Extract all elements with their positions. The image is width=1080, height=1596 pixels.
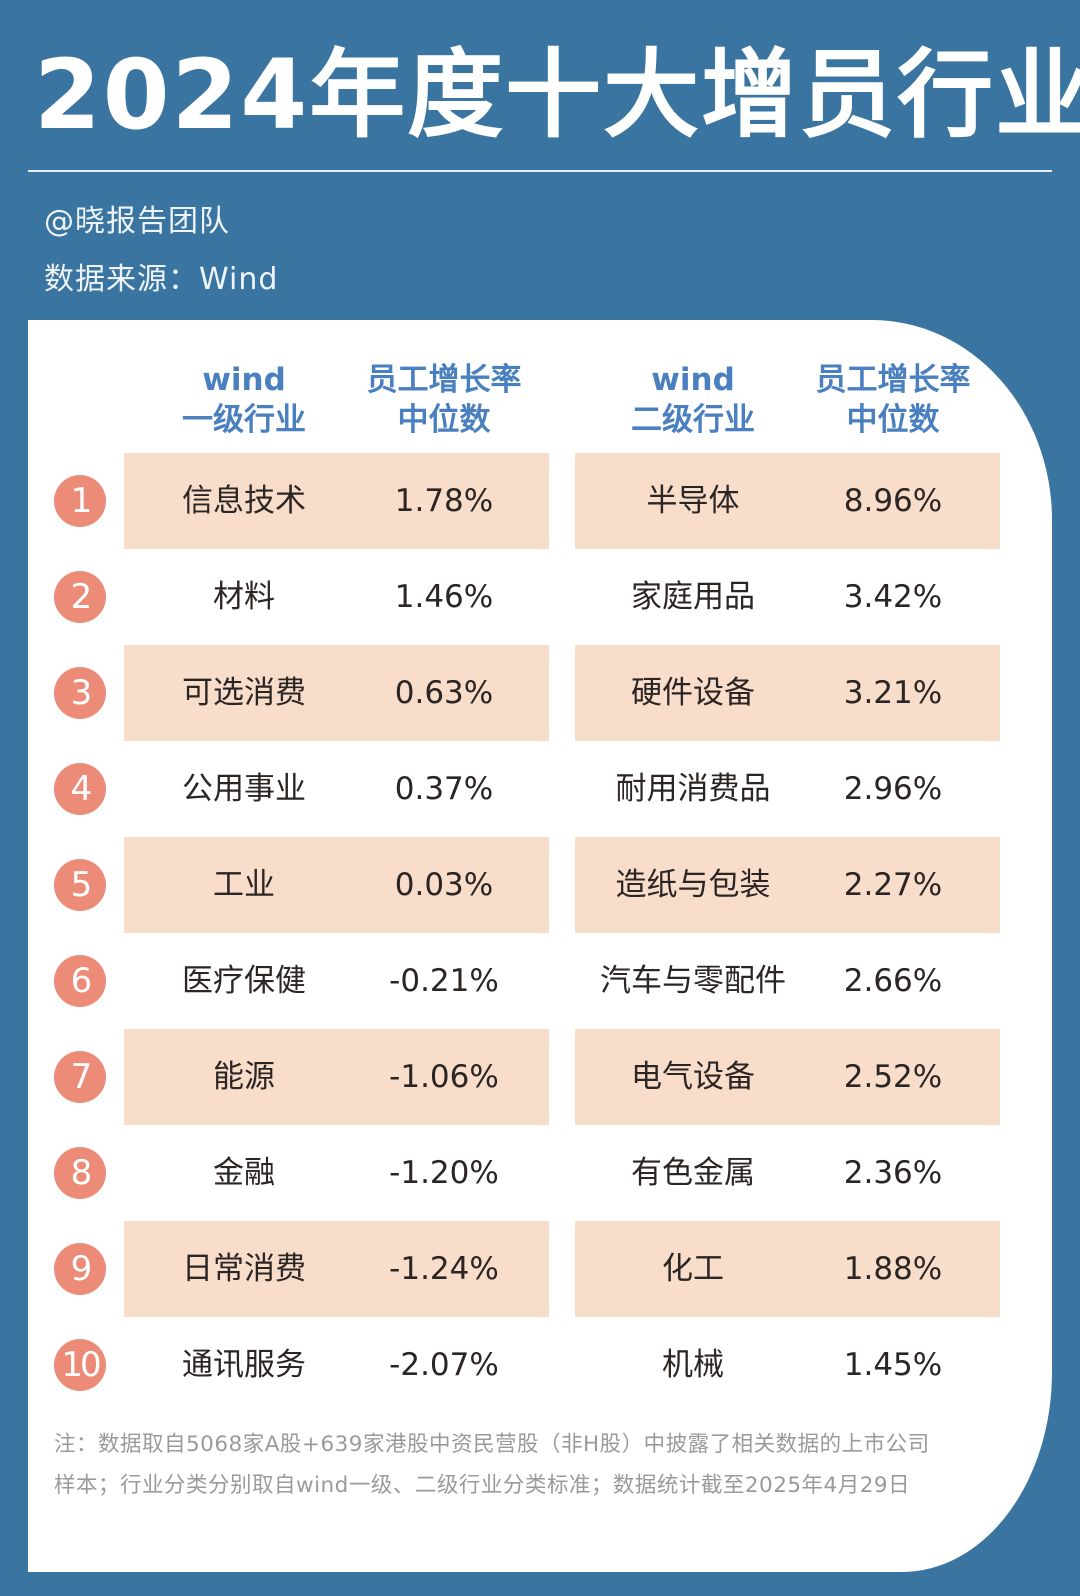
footnote: 注：数据取自5068家A股+639家港股中资民营股（非H股）中披露了相关数据的上…	[54, 1424, 1014, 1506]
level1-industry: 医疗保健	[182, 963, 306, 999]
rank-badge: 1	[54, 475, 106, 527]
column-header-level1-industry: wind 一级行业	[182, 362, 306, 438]
table-row: 9 日常消费 -1.24% 化工 1.88%	[28, 1221, 1052, 1317]
level2-rate: 2.36%	[843, 1155, 943, 1191]
table-row: 10 通讯服务 -2.07% 机械 1.45%	[28, 1317, 1052, 1413]
column-header-level2-rate: 员工增长率 中位数	[815, 362, 971, 438]
level1-rate: 0.03%	[394, 867, 494, 903]
level2-industry: 电气设备	[631, 1059, 755, 1095]
row-highlight	[575, 645, 1000, 741]
level2-industry: 家庭用品	[631, 579, 755, 615]
rank-badge: 8	[54, 1147, 106, 1199]
level2-industry: 机械	[662, 1347, 724, 1383]
level1-rate: 0.37%	[394, 771, 494, 807]
table-row: 6 医疗保健 -0.21% 汽车与零配件 2.66%	[28, 933, 1052, 1029]
level2-industry: 耐用消费品	[615, 771, 771, 807]
level2-rate: 1.88%	[843, 1251, 943, 1287]
level2-industry: 半导体	[646, 483, 740, 519]
level1-rate: 1.46%	[394, 579, 494, 615]
table-row: 1 信息技术 1.78% 半导体 8.96%	[28, 453, 1052, 549]
rank-badge: 5	[54, 859, 106, 911]
level1-industry: 日常消费	[182, 1251, 306, 1287]
level1-rate: -1.20%	[389, 1155, 499, 1191]
level1-rate: -2.07%	[389, 1347, 499, 1383]
row-highlight	[124, 453, 549, 549]
footnote-line: 样本；行业分类分别取自wind一级、二级行业分类标准；数据统计截至2025年4月…	[54, 1473, 911, 1498]
table-row: 8 金融 -1.20% 有色金属 2.36%	[28, 1125, 1052, 1221]
data-source-label: 数据来源：Wind	[44, 262, 279, 297]
ranking-card: wind 一级行业 员工增长率 中位数 wind 二级行业 员工增长率 中位数 …	[28, 320, 1052, 1572]
rank-badge: 4	[54, 763, 106, 815]
level1-industry: 金融	[213, 1155, 275, 1191]
row-highlight	[124, 1221, 549, 1317]
row-highlight	[124, 837, 549, 933]
rank-badge: 7	[54, 1051, 106, 1103]
page-title: 2024年度十大增员行业	[34, 39, 1080, 151]
row-highlight	[575, 1221, 1000, 1317]
level2-rate: 2.66%	[843, 963, 943, 999]
level1-rate: 1.78%	[394, 483, 494, 519]
level1-industry: 能源	[213, 1059, 275, 1095]
level2-industry: 汽车与零配件	[600, 963, 786, 999]
level1-industry: 可选消费	[182, 675, 306, 711]
column-header-level2-industry: wind 二级行业	[631, 362, 755, 438]
level2-rate: 1.45%	[843, 1347, 943, 1383]
level1-rate: 0.63%	[394, 675, 494, 711]
footnote-line: 注：数据取自5068家A股+639家港股中资民营股（非H股）中披露了相关数据的上…	[54, 1432, 930, 1457]
title-divider	[28, 170, 1052, 172]
level1-rate: -1.24%	[389, 1251, 499, 1287]
author-label: @晓报告团队	[44, 204, 230, 239]
row-highlight	[575, 837, 1000, 933]
level1-rate: -0.21%	[389, 963, 499, 999]
level1-industry: 通讯服务	[182, 1347, 306, 1383]
table-row: 7 能源 -1.06% 电气设备 2.52%	[28, 1029, 1052, 1125]
table-row: 2 材料 1.46% 家庭用品 3.42%	[28, 549, 1052, 645]
level1-industry: 工业	[213, 867, 275, 903]
rank-badge: 6	[54, 955, 106, 1007]
rank-badge: 3	[54, 667, 106, 719]
level1-rate: -1.06%	[389, 1059, 499, 1095]
row-highlight	[575, 1029, 1000, 1125]
table-row: 4 公用事业 0.37% 耐用消费品 2.96%	[28, 741, 1052, 837]
row-highlight	[124, 1029, 549, 1125]
level1-industry: 公用事业	[182, 771, 306, 807]
row-highlight	[124, 645, 549, 741]
level1-industry: 信息技术	[182, 483, 306, 519]
row-highlight	[575, 453, 1000, 549]
level2-rate: 3.42%	[843, 579, 943, 615]
level1-industry: 材料	[213, 579, 275, 615]
table-row: 3 可选消费 0.63% 硬件设备 3.21%	[28, 645, 1052, 741]
level2-industry: 造纸与包装	[615, 867, 771, 903]
level2-rate: 8.96%	[843, 483, 943, 519]
table-row: 5 工业 0.03% 造纸与包装 2.27%	[28, 837, 1052, 933]
column-header-level1-rate: 员工增长率 中位数	[366, 362, 522, 438]
rank-badge: 2	[54, 571, 106, 623]
level2-industry: 有色金属	[631, 1155, 755, 1191]
level2-rate: 3.21%	[843, 675, 943, 711]
level2-industry: 硬件设备	[631, 675, 755, 711]
level2-rate: 2.27%	[843, 867, 943, 903]
level2-industry: 化工	[662, 1251, 724, 1287]
rank-badge: 10	[54, 1339, 106, 1391]
level2-rate: 2.96%	[843, 771, 943, 807]
level2-rate: 2.52%	[843, 1059, 943, 1095]
rank-badge: 9	[54, 1243, 106, 1295]
